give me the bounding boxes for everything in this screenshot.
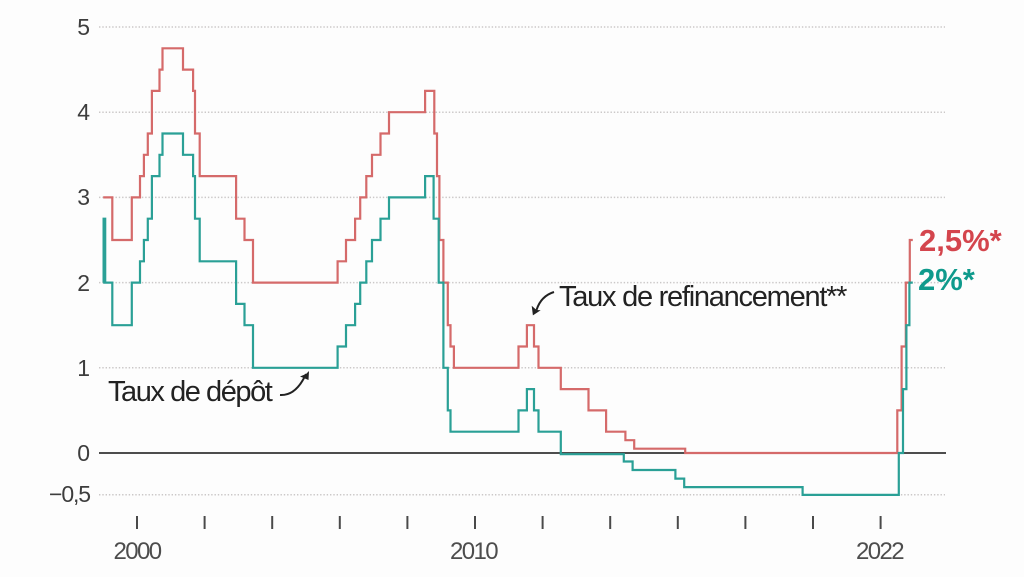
- svg-text:2,5%*: 2,5%*: [919, 223, 1003, 258]
- svg-text:−0,5: −0,5: [49, 481, 90, 507]
- svg-text:Taux de dépôt: Taux de dépôt: [108, 376, 273, 408]
- svg-text:2%*: 2%*: [918, 262, 976, 297]
- svg-text:2010: 2010: [450, 538, 498, 565]
- svg-text:4: 4: [77, 99, 90, 125]
- svg-text:0: 0: [77, 440, 90, 466]
- svg-text:5: 5: [77, 14, 90, 40]
- svg-text:2: 2: [77, 270, 90, 296]
- svg-text:3: 3: [77, 184, 90, 210]
- svg-text:2000: 2000: [114, 538, 162, 565]
- svg-text:2022: 2022: [856, 538, 904, 565]
- svg-text:1: 1: [77, 355, 90, 381]
- svg-text:Taux de refinancement**: Taux de refinancement**: [559, 281, 847, 313]
